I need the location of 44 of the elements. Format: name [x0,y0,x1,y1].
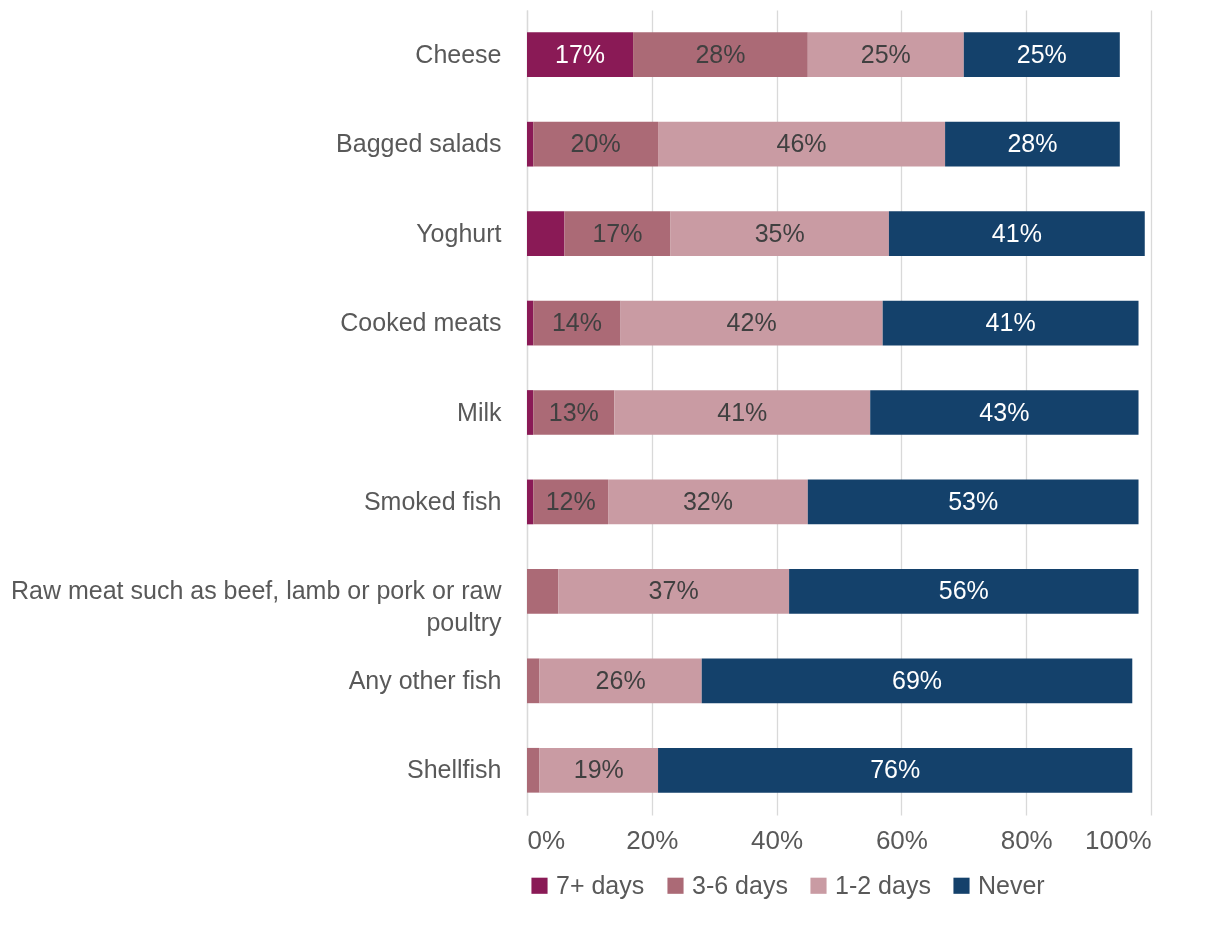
data-label: 25% [860,39,911,68]
data-label: 25% [1016,39,1067,68]
legend-label: 1-2 days [835,870,931,899]
y-tick-label: Raw meat such as beef, lamb or pork or raw poultry [11,576,503,637]
data-label: 69% [891,665,943,694]
data-label: 28% [695,39,746,68]
data-label: 76% [870,755,921,784]
data-label: 42% [726,308,777,337]
y-tick-label: Yoghurt [416,218,502,247]
x-tick-label: 40% [751,824,804,855]
x-tick-label: 80% [1000,824,1053,855]
x-tick-label: 20% [626,824,679,855]
data-label: 56% [938,576,989,605]
y-tick-label: Milk [457,397,502,426]
legend-label: 7+ days [556,870,645,899]
x-tick-label: 0% [527,824,566,855]
legend-label: 3-6 days [692,870,788,899]
y-tick-label: Any other fish [348,665,502,694]
data-label: 35% [754,218,805,247]
y-tick-label: Smoked fish [363,486,502,515]
x-tick-label: 60% [875,824,928,855]
data-label: 37% [648,576,699,605]
legend-label: Never [978,870,1045,899]
data-label: 13% [548,397,599,426]
data-label: 12% [545,486,596,515]
data-label: 41% [991,218,1042,247]
y-tick-label: Cooked meats [340,308,502,337]
x-tick-label: 100% [1085,824,1152,855]
data-label: 43% [979,397,1030,426]
data-label: 19% [573,755,624,784]
data-label: 41% [985,308,1036,337]
y-tick-label: Bagged salads [336,129,502,158]
data-label: 17% [555,39,606,68]
data-label: 14% [551,308,602,337]
data-label: 53% [948,486,999,515]
data-label: 17% [592,218,643,247]
data-label: 41% [717,397,768,426]
data-label: 20% [570,129,621,158]
data-label: 46% [776,129,827,158]
data-label: 28% [1007,129,1058,158]
data-label: 32% [682,486,733,515]
y-tick-label: Shellfish [407,755,502,784]
data-label: 26% [595,665,646,694]
y-tick-label: Cheese [415,39,502,68]
